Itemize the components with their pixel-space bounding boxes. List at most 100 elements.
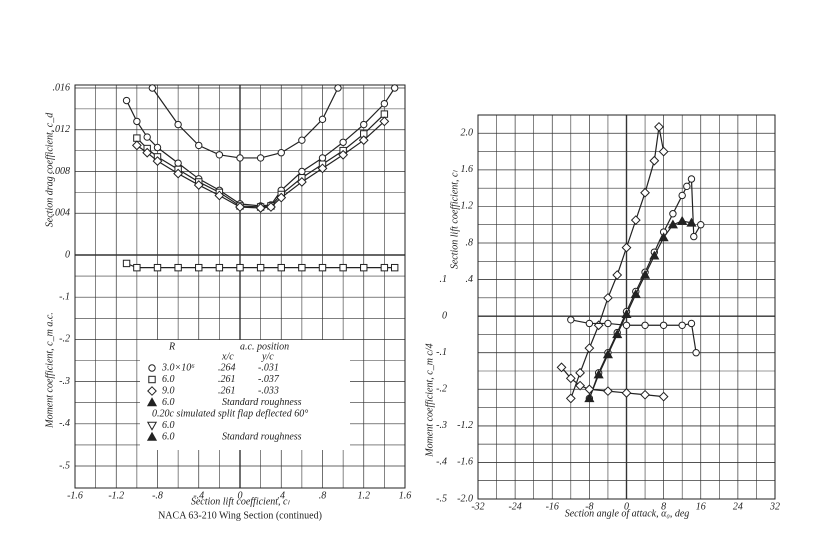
data-point: [236, 263, 244, 272]
legend-header: a.c. position: [240, 341, 289, 352]
x-tick-label: -.8: [152, 490, 163, 501]
legend-symbol: [147, 386, 157, 396]
data-point: [593, 369, 604, 379]
y-tick-label: -2.0: [457, 493, 473, 504]
data-point: [152, 156, 163, 166]
data-point: [133, 134, 141, 142]
data-point: [612, 270, 623, 280]
data-point: [697, 221, 705, 229]
series-line: [151, 87, 339, 159]
data-point: [584, 393, 595, 403]
data-point: [584, 343, 595, 354]
data-point: [379, 116, 390, 127]
y-tick-label: -1.6: [457, 457, 473, 468]
y-tick-label: -.5: [436, 493, 447, 504]
data-point: [380, 110, 389, 118]
x-tick-label: 8: [661, 501, 666, 512]
legend-box: [140, 340, 350, 450]
data-point: [565, 373, 576, 384]
data-point: [658, 146, 669, 157]
data-point: [338, 149, 349, 160]
x-tick-label: 1.6: [399, 490, 412, 501]
x-tick-label: -32: [471, 501, 484, 512]
x-tick-label: -1.6: [67, 490, 83, 501]
data-point: [390, 263, 399, 272]
legend-symbol: [148, 364, 156, 372]
data-point: [131, 140, 142, 151]
data-point: [692, 349, 700, 357]
data-point: [277, 149, 285, 157]
data-point: [649, 155, 660, 166]
x-tick-label: 0: [624, 501, 629, 512]
y-tick-label: -.3: [436, 420, 447, 431]
data-point: [215, 263, 224, 272]
data-point: [339, 263, 347, 272]
legend-header: y/c: [261, 351, 274, 362]
x-tick-label: 1.2: [358, 490, 371, 501]
data-point: [318, 154, 327, 162]
legend-text: 9.0: [162, 385, 175, 396]
legend-text: 0.20c simulated split flap deflected 60°: [152, 408, 308, 419]
data-point: [317, 163, 328, 174]
data-point: [640, 389, 650, 400]
legend-text: -.037: [258, 374, 280, 385]
data-point: [678, 191, 686, 200]
data-point: [658, 391, 669, 402]
data-point: [640, 269, 651, 279]
data-point: [256, 263, 265, 272]
series-line: [570, 126, 665, 399]
data-point: [659, 321, 668, 329]
data-point: [630, 215, 641, 226]
data-point: [683, 182, 691, 191]
y-tick-label: .4: [466, 274, 474, 285]
data-point: [255, 203, 266, 213]
x-tick-label: .8: [319, 490, 327, 501]
data-point: [153, 143, 162, 152]
y-tick-label: -.1: [436, 347, 447, 358]
data-point: [603, 386, 613, 397]
data-point: [235, 202, 245, 212]
data-point: [174, 159, 182, 167]
data-point: [567, 316, 575, 324]
x-tick-label: 32: [769, 501, 780, 512]
data-point: [277, 263, 285, 272]
y-tick-label: .008: [53, 166, 71, 177]
x-axis-label: Section angle of attack, α₀, deg: [565, 508, 690, 519]
data-point: [339, 138, 347, 146]
x-tick-label: -8: [585, 501, 593, 512]
x-tick-label: 0: [238, 490, 243, 501]
data-point: [195, 141, 203, 150]
data-point: [621, 309, 632, 319]
data-point: [658, 232, 669, 242]
legend-text: 6.0: [162, 397, 175, 408]
data-point: [298, 263, 306, 272]
data-point: [380, 263, 389, 272]
legend-text: .261: [218, 374, 236, 385]
data-point: [621, 388, 632, 398]
data-point: [649, 250, 660, 260]
y-tick-label: -.5: [59, 460, 70, 471]
x-tick-label: -16: [546, 501, 559, 512]
data-point: [214, 190, 225, 201]
x-tick-label: -24: [508, 501, 521, 512]
data-point: [174, 263, 182, 272]
data-point: [276, 192, 287, 203]
y-tick-label: 1.2: [461, 201, 474, 212]
data-point: [256, 154, 265, 162]
data-point: [334, 84, 342, 92]
data-point: [143, 133, 151, 141]
data-point: [565, 393, 576, 404]
legend-symbol: [146, 421, 158, 431]
data-point: [686, 217, 697, 227]
data-point: [380, 99, 389, 108]
data-point: [575, 367, 586, 378]
x-tick-label: 24: [733, 501, 743, 512]
data-point: [585, 319, 594, 328]
y-tick-label: .1: [440, 274, 448, 285]
legend-text: Standard roughness: [222, 431, 302, 442]
data-point: [174, 120, 182, 129]
legend-text: .264: [218, 362, 236, 373]
data-point: [622, 321, 631, 329]
